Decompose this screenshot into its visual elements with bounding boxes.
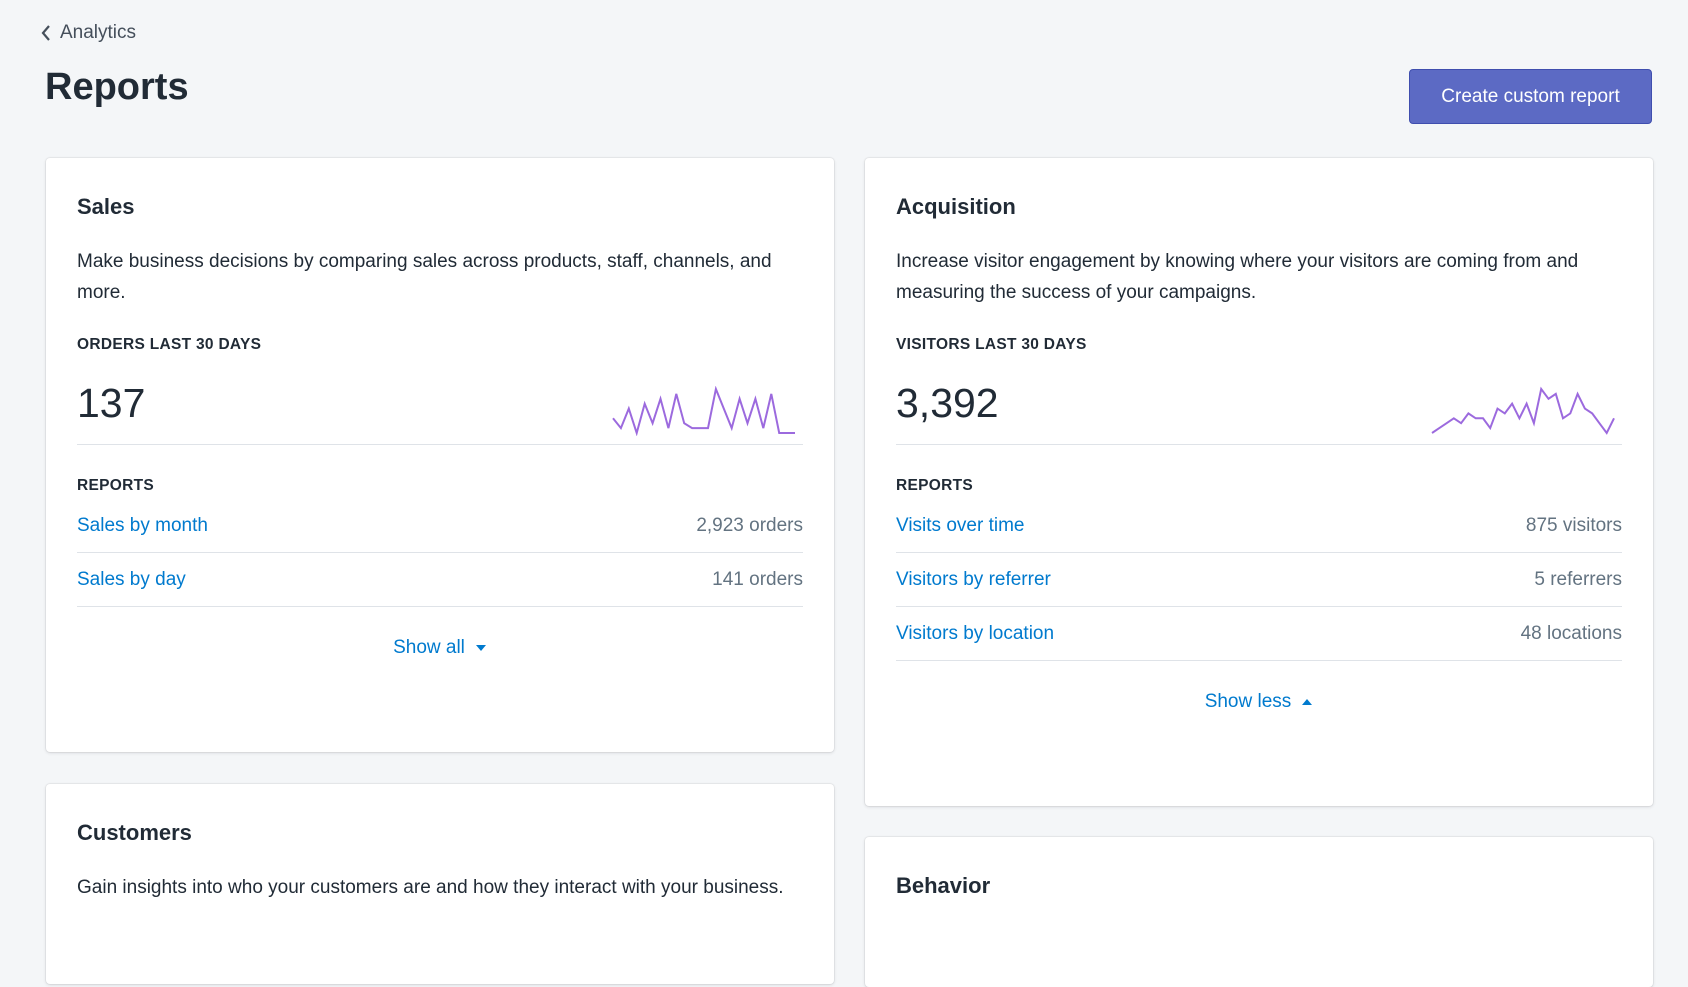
report-link[interactable]: Visitors by location (896, 622, 1055, 644)
card-title: Behavior (896, 873, 991, 898)
reports-label: REPORTS (77, 477, 155, 494)
back-link[interactable]: Analytics (40, 22, 136, 44)
toggle-text[interactable]: Show less (1204, 691, 1292, 712)
metric: 137 (77, 364, 803, 445)
report-card: Acquisition Increase visitor engagement b… (865, 158, 1653, 806)
sparkline-line (612, 386, 795, 436)
sparkline (1431, 386, 1615, 435)
back-chevron (41, 25, 50, 41)
back-text[interactable]: Analytics (60, 22, 137, 43)
page: Analytics Reports Create custom report S… (40, 22, 1653, 987)
toggle-caret (1302, 699, 1313, 705)
report-link[interactable]: Sales by month (77, 514, 208, 536)
create-report-button[interactable]: Create custom report (1409, 69, 1652, 124)
report-count: 2,923 orders (696, 514, 803, 536)
report-count: 48 locations (1520, 622, 1622, 644)
card-title: Acquisition (896, 194, 1016, 219)
report-count: 875 visitors (1525, 514, 1622, 536)
report-link[interactable]: Visitors by referrer (896, 568, 1051, 590)
caret-shape (475, 645, 486, 651)
report-link[interactable]: Sales by day (77, 568, 186, 590)
toggle[interactable]: Show all (77, 637, 803, 659)
metric-value: 3,392 (896, 380, 999, 426)
card-description: Gain insights into who your customers ar… (77, 877, 784, 898)
metric-value: 137 (77, 380, 146, 426)
page-title: Reports (45, 66, 189, 108)
report-count: 141 orders (712, 568, 803, 590)
card-description: Make business decisions by comparing sal… (77, 251, 772, 303)
report-card: Customers Gain insights into who your cus… (46, 784, 834, 984)
card-title: Customers (77, 820, 192, 845)
sparkline (612, 386, 795, 436)
sparkline-line (1431, 386, 1615, 435)
toggle-text[interactable]: Show all (393, 637, 465, 658)
report-card: Behavior (865, 837, 1653, 987)
caret-shape (1302, 699, 1313, 705)
toggle[interactable]: Show less (896, 691, 1622, 713)
report-card: Sales Make business decisions by comparin… (46, 158, 834, 752)
report-count: 5 referrers (1534, 568, 1622, 590)
report-row[interactable]: Visits over time 875 visitors (896, 499, 1622, 553)
report-row[interactable]: Visitors by referrer 5 referrers (896, 553, 1622, 607)
metric: 3,392 (896, 364, 1622, 445)
metric-label: VISITORS LAST 30 DAYS (896, 336, 1087, 353)
report-row[interactable]: Sales by month 2,923 orders (77, 499, 803, 553)
toggle-caret (475, 645, 486, 651)
card-title: Sales (77, 194, 135, 219)
report-row[interactable]: Sales by day 141 orders (77, 553, 803, 607)
report-row[interactable]: Visitors by location 48 locations (896, 607, 1622, 661)
card-description: Increase visitor engagement by knowing w… (896, 251, 1579, 303)
report-link[interactable]: Visits over time (896, 514, 1025, 536)
reports-label: REPORTS (896, 477, 974, 494)
metric-label: ORDERS LAST 30 DAYS (77, 336, 262, 353)
